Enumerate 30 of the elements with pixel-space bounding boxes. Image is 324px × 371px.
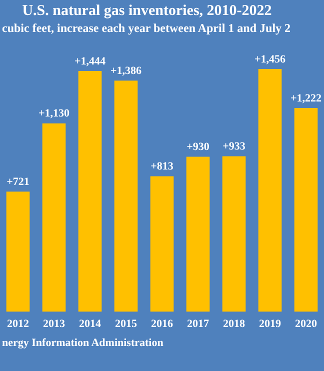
x-tick-label: 2013 [43,318,66,330]
data-label: +1,444 [74,55,106,68]
data-label: +813 [150,160,174,173]
data-label: +1,386 [110,65,142,78]
x-tick-label: 2018 [223,318,246,330]
x-tick-label: 2017 [187,318,210,330]
data-label: +1,456 [254,53,286,66]
bar [294,108,318,312]
bar [186,156,210,312]
bar [114,80,138,312]
bar [42,123,66,312]
x-tick-label: 2016 [151,318,174,330]
bar [258,69,282,312]
bar [6,192,30,312]
data-label: +930 [186,141,210,154]
chart-title: U.S. natural gas inventories, 2010-2022 [21,2,273,21]
x-tick-label: 2015 [115,318,138,330]
x-tick-label: 2020 [295,318,318,330]
text: nergy Information Administration [1,337,164,349]
x-tick-label: 2012 [7,318,30,330]
data-label: +1,130 [38,108,70,120]
data-label: +721 [6,176,30,188]
bar [150,176,174,312]
x-tick-label: 2019 [259,318,282,330]
x-tick-label: 2014 [79,318,102,330]
bar [222,156,246,312]
chart-subtitle: cubic feet, increase each year between April 1 and July 2 [1,21,292,37]
data-label: +1,222 [290,92,322,104]
bar [78,71,102,312]
data-label: +933 [222,140,246,153]
